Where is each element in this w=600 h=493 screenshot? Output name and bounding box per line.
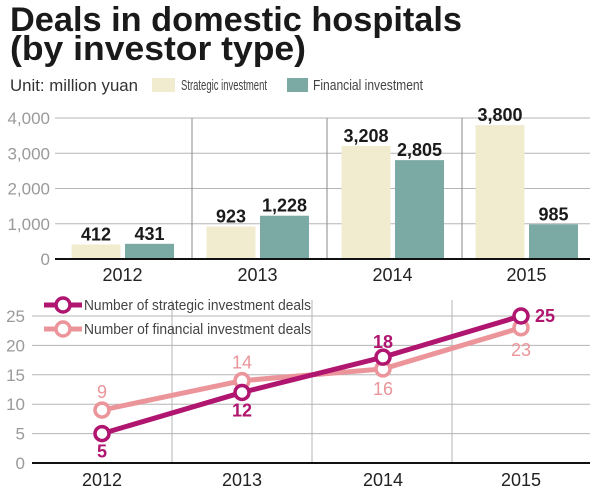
data-point-marker <box>93 424 111 443</box>
strategic-deals-line <box>101 313 522 436</box>
bar-value-label: 431 <box>134 224 164 244</box>
legend-label: Number of strategic investment deals <box>84 297 311 314</box>
line-y-tick-label: 15 <box>6 366 25 385</box>
chart-title-line1: Deals in domestic hospitals <box>10 1 462 39</box>
data-point-label: 18 <box>373 332 393 352</box>
line-y-tick-label: 0 <box>16 454 25 473</box>
bar-y-tick-label: 2,000 <box>7 180 50 199</box>
line-x-tick-label: 2013 <box>222 470 262 490</box>
line-y-tick-label: 5 <box>16 425 25 444</box>
bar-x-tick-label: 2014 <box>372 265 412 285</box>
bar-value-label: 923 <box>216 206 246 226</box>
data-point-label: 23 <box>511 340 531 360</box>
legend-marker-swatch <box>54 296 72 314</box>
bar-value-label: 412 <box>81 224 111 244</box>
bar-financial <box>395 160 444 259</box>
bar-y-tick-label: 1,000 <box>7 215 50 234</box>
bar-chart: 0 1,000 2,000 3,000 4,000 412 923 3,208 3,800 431… <box>7 105 590 285</box>
bar-financial <box>529 224 578 259</box>
bar-value-label: 2,805 <box>397 140 442 160</box>
bar-value-label: 3,800 <box>477 105 522 125</box>
data-point-marker <box>374 348 392 366</box>
legend-label: Number of financial investment deals <box>84 321 311 338</box>
bar-strategic <box>71 244 121 259</box>
data-point-marker <box>512 307 530 325</box>
legend-label-strategic: Strategic investment <box>181 77 268 94</box>
data-point-label: 16 <box>373 379 393 399</box>
bar-x-tick-label: 2015 <box>506 265 546 285</box>
bar-strategic <box>341 145 391 259</box>
bar-strategic <box>475 125 525 259</box>
bar-value-label: 985 <box>538 204 568 224</box>
line-y-tick-label: 10 <box>6 395 25 414</box>
bar-y-tick-label: 0 <box>41 250 50 269</box>
line-chart: 0 5 10 15 20 25 2012 2013 2014 2015 9 14 16 23 5 12 18 25… <box>6 296 590 490</box>
line-x-tick-label: 2014 <box>363 470 403 490</box>
data-point-marker <box>233 383 251 402</box>
data-point-label: 12 <box>232 400 252 420</box>
bar-strategic <box>206 226 256 259</box>
unit-label: Unit: million yuan <box>10 76 138 95</box>
data-point-marker <box>93 401 111 419</box>
data-point-label: 25 <box>535 306 555 326</box>
chart-title-line2: (by investor type) <box>10 30 306 68</box>
legend-label-financial: Financial investment <box>313 77 424 94</box>
bar-financial <box>260 215 309 259</box>
legend-swatch-financial <box>287 78 308 92</box>
line-y-tick-label: 20 <box>6 336 25 355</box>
bar-value-label: 1,228 <box>262 196 307 216</box>
line-y-tick-label: 25 <box>6 307 25 326</box>
bar-financial <box>125 243 174 259</box>
legend-swatch-strategic <box>152 78 175 92</box>
data-point-label: 9 <box>97 382 107 402</box>
data-point-label: 5 <box>97 442 107 462</box>
bar-x-tick-label: 2012 <box>102 265 142 285</box>
legend-marker-swatch <box>54 320 72 338</box>
bar-y-tick-label: 3,000 <box>7 144 50 163</box>
bar-y-tick-label: 4,000 <box>7 109 50 128</box>
bar-x-tick-label: 2013 <box>237 265 277 285</box>
bar-value-label: 3,208 <box>343 126 388 146</box>
line-x-tick-label: 2012 <box>82 470 122 490</box>
data-point-label: 14 <box>232 353 252 373</box>
line-x-tick-label: 2015 <box>501 470 541 490</box>
